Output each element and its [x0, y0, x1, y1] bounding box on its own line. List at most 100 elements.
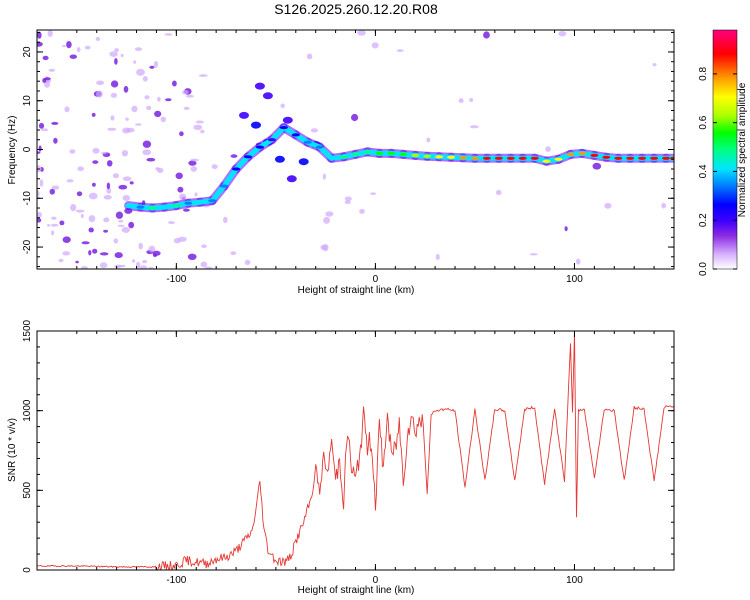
noise-speckle	[529, 253, 538, 256]
noise-speckle	[344, 200, 351, 204]
noise-speckle	[129, 181, 134, 185]
noise-speckle	[142, 260, 148, 264]
noise-speckle	[148, 266, 154, 269]
noise-speckle	[179, 193, 187, 201]
noise-speckle	[115, 211, 123, 219]
secondary-track-point	[262, 92, 273, 100]
noise-speckle	[179, 131, 184, 137]
noise-speckle	[128, 221, 135, 229]
signal-track-point	[244, 155, 252, 159]
noise-speckle	[280, 103, 285, 109]
signal-track-point	[662, 156, 670, 160]
signal-track-point	[650, 156, 659, 160]
noise-speckle	[244, 259, 251, 265]
noise-speckle	[357, 30, 366, 36]
noise-speckle	[121, 150, 128, 157]
noise-speckle	[84, 45, 91, 50]
secondary-track-point	[286, 175, 297, 183]
noise-speckle	[109, 51, 118, 57]
noise-speckle	[306, 53, 313, 60]
noise-speckle	[142, 76, 148, 82]
noise-speckle	[118, 219, 124, 223]
noise-speckle	[230, 251, 237, 256]
noise-speckle	[469, 125, 479, 129]
noise-speckle	[69, 149, 76, 154]
noise-speckle	[149, 65, 155, 69]
noise-speckle	[172, 80, 177, 87]
noise-speckle	[190, 158, 199, 162]
colorbar-ticks: 0.0 0.2 0.4 0.6 0.8	[698, 67, 737, 276]
noise-speckle	[136, 68, 145, 76]
noise-speckle	[182, 90, 189, 95]
noise-speckle	[165, 98, 172, 102]
noise-speckle	[96, 90, 103, 98]
x-tick-label: 100	[566, 575, 583, 586]
secondary-track-point	[298, 158, 309, 166]
y-tick-label: -20	[22, 239, 33, 254]
signal-track-point	[124, 204, 133, 208]
signal-track-point	[327, 156, 336, 160]
y-tick-label: 1500	[22, 319, 33, 342]
noise-speckle	[200, 129, 205, 134]
noise-speckle	[42, 78, 47, 83]
noise-speckle	[146, 105, 152, 111]
signal-track-point	[423, 154, 432, 158]
noise-speckle	[48, 68, 56, 72]
secondary-track-point	[251, 121, 261, 129]
noise-speckle	[117, 224, 125, 227]
noise-speckle	[88, 227, 94, 233]
noise-speckle	[96, 80, 105, 86]
noise-speckle	[146, 157, 156, 162]
noise-speckle	[44, 81, 51, 88]
noise-speckle	[344, 196, 352, 202]
noise-speckle	[92, 147, 100, 154]
colorbar-tick-label: 0.2	[698, 213, 709, 227]
noise-speckle	[62, 44, 66, 48]
noise-speckle	[37, 218, 42, 223]
noise-speckle	[195, 120, 204, 124]
signal-track-point	[447, 155, 456, 159]
noise-speckle	[42, 55, 49, 61]
noise-speckle	[75, 260, 79, 264]
noise-speckle	[50, 223, 59, 227]
noise-speckle	[188, 160, 197, 166]
signal-track-point	[435, 155, 444, 159]
noise-speckle	[103, 195, 112, 200]
signal-track-point	[291, 133, 300, 137]
noise-speckle	[99, 252, 109, 256]
noise-speckle	[545, 146, 551, 152]
signal-track-point	[255, 145, 264, 149]
spectrogram-xlabel: Height of straight line (km)	[298, 285, 415, 296]
x-tick-label: 0	[373, 575, 379, 586]
noise-speckle	[123, 85, 129, 93]
noise-speckle	[198, 74, 208, 77]
signal-track-point	[411, 153, 420, 157]
noise-speckle	[168, 221, 175, 225]
noise-speckle	[88, 215, 96, 223]
noise-speckle	[139, 265, 148, 269]
noise-speckle	[483, 31, 490, 39]
snr-frame	[36, 330, 675, 571]
noise-speckle	[185, 94, 194, 98]
noise-speckle	[75, 209, 85, 213]
signal-track-point	[208, 199, 217, 203]
snr-series-line	[37, 331, 674, 570]
signal-track-point	[399, 152, 408, 156]
noise-speckle	[81, 241, 90, 245]
signal-track-point	[232, 167, 241, 171]
noise-speckle	[564, 226, 568, 232]
noise-speckle	[49, 188, 55, 195]
signal-track-point	[614, 156, 623, 160]
signal-track-band	[221, 166, 239, 189]
noise-speckle	[310, 128, 318, 133]
noise-speckle	[201, 244, 207, 248]
signal-track-point	[506, 156, 515, 160]
noise-speckle	[62, 251, 71, 256]
noise-speckle	[51, 230, 55, 236]
signal-track-point	[136, 205, 145, 209]
signal-track-point	[148, 206, 157, 210]
noise-speckle	[133, 60, 137, 64]
noise-speckle	[132, 259, 136, 263]
noise-speckle	[153, 61, 158, 68]
